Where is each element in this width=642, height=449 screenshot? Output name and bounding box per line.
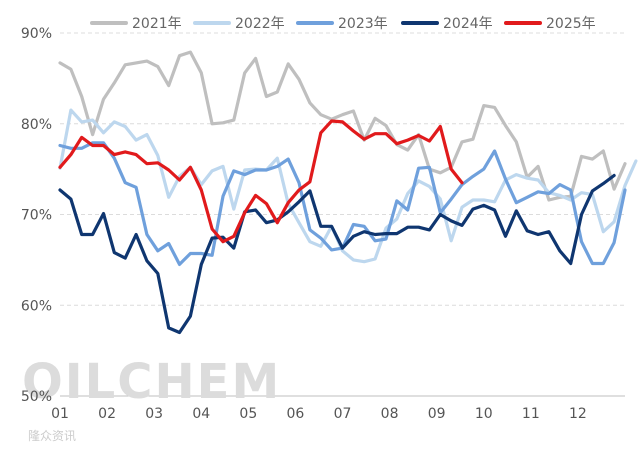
watermark: OILCHEM 隆众资讯 xyxy=(22,354,281,443)
x-axis-ticks: 01 02 03 04 05 06 07 08 09 10 11 12 xyxy=(51,406,587,422)
y-tick-label: 60% xyxy=(21,298,52,314)
x-tick-label: 10 xyxy=(475,406,493,422)
legend: 2021年 2022年 2023年 2024年 2025年 xyxy=(90,16,596,32)
x-tick-label: 03 xyxy=(145,406,163,422)
x-tick-label: 12 xyxy=(569,406,587,422)
x-tick-label: 01 xyxy=(51,406,69,422)
series-lines xyxy=(58,50,638,335)
legend-label: 2023年 xyxy=(338,16,388,32)
chart-grid xyxy=(60,32,625,397)
series-line-2022年 xyxy=(58,108,638,264)
series-line-2024年 xyxy=(58,173,616,335)
legend-label: 2024年 xyxy=(443,16,493,32)
x-tick-label: 07 xyxy=(334,406,352,422)
x-tick-label: 06 xyxy=(287,406,305,422)
y-tick-label: 80% xyxy=(21,117,52,133)
legend-label: 2022年 xyxy=(235,16,285,32)
watermark-subtext: 隆众资讯 xyxy=(28,428,76,443)
x-tick-label: 11 xyxy=(522,406,540,422)
x-tick-label: 08 xyxy=(381,406,399,422)
y-tick-label: 70% xyxy=(21,208,52,224)
x-tick-label: 09 xyxy=(428,406,446,422)
legend-label: 2025年 xyxy=(546,16,596,32)
y-tick-label: 90% xyxy=(21,26,52,42)
watermark-logo: OILCHEM xyxy=(22,354,281,410)
y-axis-ticks: 50% 60% 70% 80% 90% xyxy=(21,26,52,405)
x-tick-label: 02 xyxy=(98,406,116,422)
x-tick-label: 05 xyxy=(239,406,257,422)
y-tick-label: 50% xyxy=(21,389,52,405)
series-line-2025年 xyxy=(58,119,464,244)
series-line-2021年 xyxy=(58,50,627,202)
legend-label: 2021年 xyxy=(132,16,182,32)
x-tick-label: 04 xyxy=(192,406,210,422)
